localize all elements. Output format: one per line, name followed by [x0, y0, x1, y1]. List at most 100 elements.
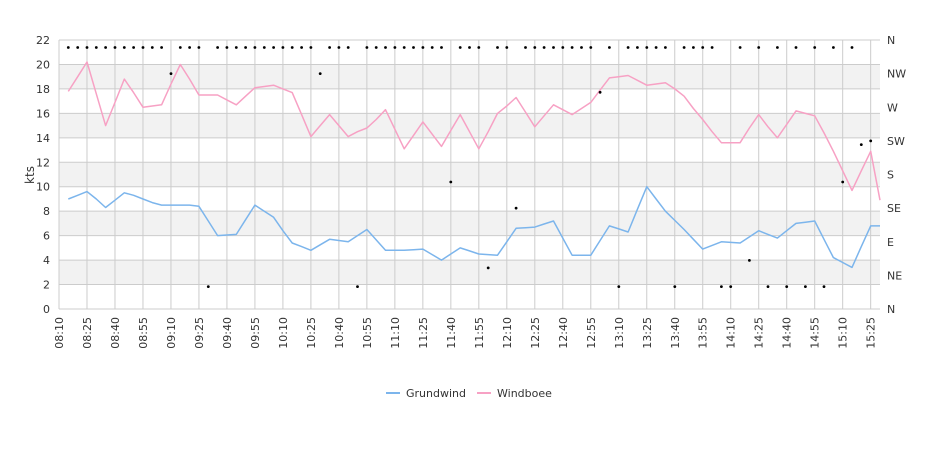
- direction-point: [822, 285, 826, 288]
- direction-point: [281, 46, 285, 49]
- y-tick-label: 10: [36, 181, 50, 194]
- x-tick-label: 11:10: [389, 317, 402, 349]
- direction-point: [225, 46, 229, 49]
- direction-point: [421, 46, 425, 49]
- direction-point: [188, 46, 192, 49]
- x-tick-label: 11:25: [417, 317, 430, 349]
- grid-band: [59, 162, 880, 187]
- y-tick-label: 14: [36, 132, 50, 145]
- direction-point: [94, 46, 98, 49]
- direction-point: [636, 46, 639, 49]
- direction-point: [794, 46, 798, 49]
- direction-point: [122, 46, 126, 49]
- legend-item-grundwind[interactable]: Grundwind: [386, 387, 466, 400]
- x-tick-label: 12:10: [501, 317, 514, 349]
- series-lines: [67, 61, 881, 269]
- direction-point: [776, 46, 779, 49]
- direction-point: [561, 46, 565, 49]
- direction-point: [645, 46, 649, 49]
- direction-point: [449, 180, 453, 184]
- direction-point: [598, 90, 602, 94]
- direction-axis-ticks: N NE E SE S SW W NW N: [887, 34, 906, 316]
- legend-label: Grundwind: [406, 387, 466, 400]
- direction-point: [328, 46, 331, 49]
- direction-point: [309, 46, 313, 49]
- direction-point: [253, 46, 257, 49]
- direction-point: [66, 46, 70, 49]
- direction-point: [365, 46, 369, 49]
- direction-point: [710, 46, 714, 49]
- grid-band: [59, 64, 880, 89]
- x-tick-label: 08:40: [109, 317, 122, 349]
- direction-point: [300, 46, 303, 49]
- direction-tick-label: S: [887, 169, 894, 182]
- y-tick-label: 20: [36, 58, 50, 71]
- x-tick-label: 11:40: [445, 317, 458, 349]
- y-gridlines: [59, 39, 880, 310]
- direction-point: [169, 72, 173, 75]
- direction-point: [570, 46, 574, 49]
- direction-tick-label: NW: [887, 68, 906, 81]
- direction-point: [664, 46, 667, 49]
- direction-point: [720, 285, 723, 288]
- direction-point: [552, 46, 555, 49]
- direction-point: [692, 46, 695, 49]
- direction-point: [748, 259, 751, 262]
- direction-point: [514, 206, 518, 210]
- grid-band: [59, 113, 880, 138]
- direction-point: [132, 46, 136, 49]
- direction-point: [76, 46, 80, 49]
- direction-point: [430, 46, 434, 49]
- legend[interactable]: Grundwind Windboee: [386, 387, 552, 400]
- y-tick-label: 8: [43, 205, 50, 218]
- direction-point: [766, 285, 770, 288]
- x-tick-label: 14:25: [753, 317, 766, 349]
- direction-point: [393, 46, 397, 49]
- direction-point: [216, 46, 220, 49]
- direction-point: [738, 46, 742, 49]
- direction-point: [580, 46, 583, 49]
- direction-point: [318, 72, 322, 75]
- direction-point: [374, 46, 378, 49]
- direction-point: [384, 46, 387, 49]
- direction-point: [412, 46, 415, 49]
- legend-item-windboee[interactable]: Windboee: [477, 387, 552, 400]
- direction-point: [458, 46, 462, 49]
- grid-band: [59, 211, 880, 236]
- x-tick-label: 10:10: [277, 317, 290, 349]
- y-tick-label: 18: [36, 83, 50, 96]
- direction-point: [244, 46, 248, 49]
- direction-point: [869, 139, 873, 143]
- direction-point: [150, 46, 154, 49]
- x-tick-label: 09:55: [249, 317, 262, 349]
- y-tick-label: 6: [43, 230, 50, 243]
- direction-point: [673, 285, 677, 288]
- x-gridlines: [58, 40, 872, 309]
- x-tick-label: 14:10: [725, 317, 738, 349]
- direction-point: [841, 180, 845, 184]
- x-tick-label: 08:55: [137, 317, 150, 349]
- x-axis-ticks: 08:10 08:25 08:40 08:55 09:10 09:25 09:40 09:55…: [53, 317, 878, 349]
- direction-tick-label: W: [887, 101, 898, 114]
- direction-point: [160, 46, 164, 49]
- grid-band: [59, 260, 880, 285]
- direction-point: [337, 46, 341, 49]
- direction-point: [104, 46, 107, 49]
- direction-point: [113, 46, 117, 49]
- y-tick-label: 16: [36, 107, 50, 120]
- x-tick-label: 15:10: [837, 317, 850, 349]
- direction-point: [542, 46, 546, 49]
- direction-tick-label: N: [887, 34, 895, 47]
- direction-point: [486, 266, 490, 270]
- x-tick-label: 13:40: [669, 317, 682, 349]
- direction-point: [262, 46, 266, 49]
- x-tick-label: 14:40: [781, 317, 794, 349]
- direction-point: [440, 46, 443, 49]
- direction-point: [272, 46, 275, 49]
- direction-point: [682, 46, 686, 49]
- x-tick-label: 12:55: [585, 317, 598, 349]
- x-tick-label: 09:10: [165, 317, 178, 349]
- direction-point: [832, 46, 835, 49]
- x-tick-label: 15:25: [865, 317, 878, 349]
